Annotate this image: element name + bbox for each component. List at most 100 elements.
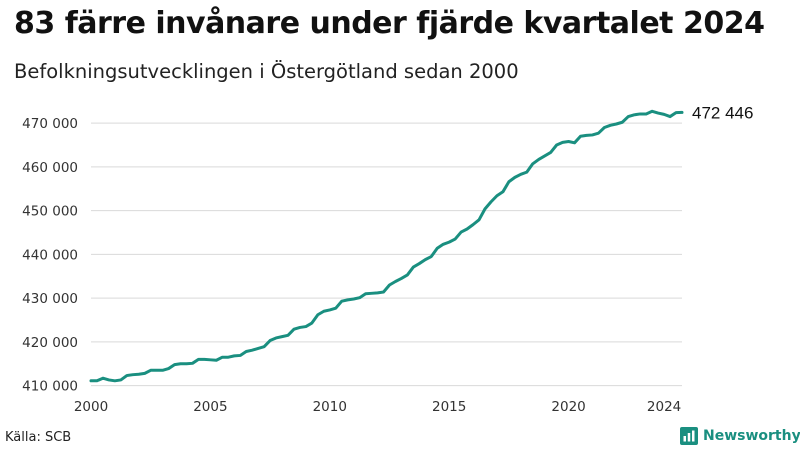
data-point bbox=[585, 134, 588, 137]
data-point bbox=[472, 223, 475, 226]
data-point bbox=[358, 296, 361, 299]
data-point bbox=[227, 356, 230, 359]
data-point bbox=[334, 307, 337, 310]
data-point bbox=[412, 266, 415, 269]
data-point bbox=[561, 141, 564, 144]
data-point bbox=[370, 292, 373, 295]
end-value-label: 472 446 bbox=[692, 103, 753, 122]
data-point bbox=[239, 354, 242, 357]
data-point bbox=[269, 339, 272, 342]
data-point bbox=[633, 113, 636, 116]
data-point bbox=[143, 372, 146, 375]
gridlines bbox=[91, 122, 682, 387]
data-point bbox=[543, 154, 546, 157]
data-point bbox=[657, 112, 660, 115]
data-point bbox=[597, 132, 600, 135]
y-tick-label-410000: 410 000 bbox=[22, 379, 78, 395]
data-point bbox=[90, 379, 93, 382]
data-point bbox=[442, 243, 445, 246]
data-point bbox=[430, 255, 433, 258]
data-point bbox=[298, 326, 301, 329]
x-tick-label-2024: 2024 bbox=[647, 399, 681, 415]
data-point bbox=[310, 322, 313, 325]
brand-name: Newsworthy bbox=[703, 428, 800, 444]
data-point bbox=[651, 110, 654, 113]
data-point bbox=[167, 367, 170, 370]
data-point bbox=[382, 291, 385, 294]
data-point bbox=[340, 300, 343, 303]
y-tick-label-440000: 440 000 bbox=[22, 247, 78, 263]
data-point bbox=[460, 231, 463, 234]
data-point bbox=[495, 194, 498, 197]
annotations: 472 446 bbox=[692, 103, 753, 122]
data-point bbox=[161, 369, 164, 372]
data-point bbox=[609, 124, 612, 127]
y-tick-label-420000: 420 000 bbox=[22, 335, 78, 351]
data-point bbox=[388, 284, 391, 287]
data-point bbox=[627, 115, 630, 118]
data-point bbox=[251, 349, 254, 352]
data-point bbox=[209, 358, 212, 361]
data-point bbox=[292, 328, 295, 331]
data-point bbox=[489, 200, 492, 203]
data-point bbox=[191, 362, 194, 365]
population-line-chart: 410 000 420 000 430 000 440 000 450 000 460 0… bbox=[22, 103, 753, 415]
data-point bbox=[549, 151, 552, 154]
y-axis-tick-labels: 410 000 420 000 430 000 440 000 450 000 460 0… bbox=[22, 116, 78, 395]
data-point bbox=[448, 241, 451, 244]
data-point bbox=[263, 345, 266, 348]
data-point bbox=[537, 158, 540, 161]
data-point bbox=[621, 121, 624, 124]
data-point bbox=[675, 111, 678, 114]
y-tick-label-430000: 430 000 bbox=[22, 291, 78, 307]
data-point bbox=[197, 358, 200, 361]
x-tick-label-2010: 2010 bbox=[313, 399, 347, 415]
data-point bbox=[352, 298, 355, 301]
data-point bbox=[400, 277, 403, 280]
data-point bbox=[555, 144, 558, 147]
data-point bbox=[364, 292, 367, 295]
chart-subtitle: Befolkningsutvecklingen i Östergötland s… bbox=[14, 60, 519, 83]
data-point bbox=[95, 379, 98, 382]
y-tick-label-450000: 450 000 bbox=[22, 204, 78, 220]
data-point bbox=[287, 334, 290, 337]
x-axis-tick-labels: 2000 2005 2010 2015 2020 2024 bbox=[74, 399, 681, 415]
data-point bbox=[615, 123, 618, 126]
data-point bbox=[525, 171, 528, 174]
data-point bbox=[681, 111, 684, 114]
data-point bbox=[107, 378, 110, 381]
data-point bbox=[131, 373, 134, 376]
data-point bbox=[507, 180, 510, 183]
data-point bbox=[484, 207, 487, 210]
x-tick-label-2005: 2005 bbox=[193, 399, 227, 415]
data-point bbox=[418, 262, 421, 265]
data-point bbox=[101, 377, 104, 380]
x-tick-label-2020: 2020 bbox=[551, 399, 585, 415]
data-point bbox=[304, 325, 307, 328]
chart-title: 83 färre invånare under fjärde kvartalet… bbox=[14, 6, 765, 41]
data-point bbox=[281, 335, 284, 338]
brand-logo[interactable]: Newsworthy bbox=[680, 427, 800, 445]
y-tick-label-460000: 460 000 bbox=[22, 160, 78, 176]
data-point bbox=[257, 347, 260, 350]
data-point bbox=[155, 369, 158, 372]
data-point bbox=[328, 308, 331, 311]
data-point bbox=[466, 228, 469, 231]
y-tick-label-470000: 470 000 bbox=[22, 116, 78, 132]
data-point bbox=[663, 113, 666, 116]
data-point bbox=[573, 141, 576, 144]
x-tick-label-2015: 2015 bbox=[432, 399, 466, 415]
data-point bbox=[245, 350, 248, 353]
data-point bbox=[513, 176, 516, 179]
data-point bbox=[346, 298, 349, 301]
data-point bbox=[639, 112, 642, 115]
data-point bbox=[603, 126, 606, 129]
data-point bbox=[394, 280, 397, 283]
data-point bbox=[322, 310, 325, 313]
x-tick-label-2000: 2000 bbox=[74, 399, 108, 415]
data-point bbox=[519, 173, 522, 176]
data-point bbox=[173, 363, 176, 366]
data-point bbox=[454, 238, 457, 241]
data-point bbox=[221, 356, 224, 359]
data-point bbox=[591, 133, 594, 136]
